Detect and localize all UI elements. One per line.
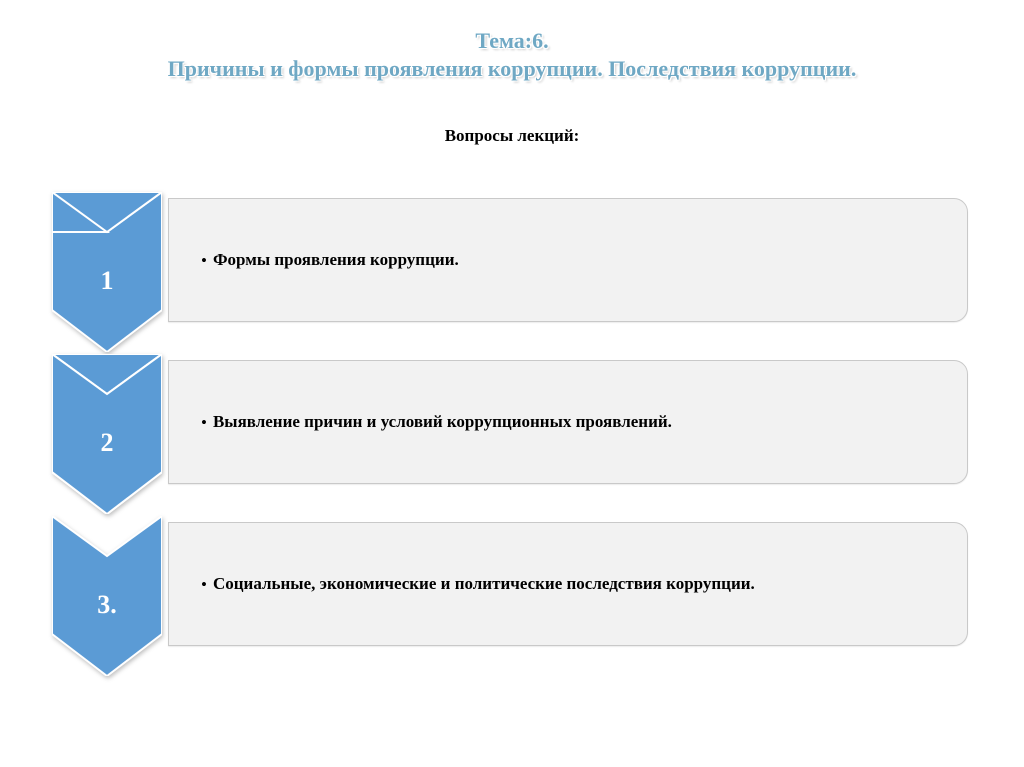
title-line-1: Тема:6.	[0, 28, 1024, 54]
content-box: • Социальные, экономические и политическ…	[168, 522, 968, 646]
bullet-icon: •	[201, 414, 207, 431]
subtitle: Вопросы лекций:	[0, 126, 1024, 146]
content-box: • Формы проявления коррупции.	[168, 198, 968, 322]
title-line-2: Причины и формы проявления коррупции. По…	[0, 56, 1024, 82]
bullet-icon: •	[201, 252, 207, 269]
bullet-icon: •	[201, 576, 207, 593]
content-text: Выявление причин и условий коррупционных…	[213, 412, 672, 432]
chevron-number: 3.	[52, 590, 162, 620]
content-text: Формы проявления коррупции.	[213, 250, 459, 270]
content-box: • Выявление причин и условий коррупционн…	[168, 360, 968, 484]
list-item: 2 • Выявление причин и условий коррупцио…	[52, 354, 972, 484]
content-text: Социальные, экономические и политические…	[213, 574, 755, 594]
chevron-number: 1	[52, 266, 162, 296]
lecture-questions-list: 1 • Формы проявления коррупции. 2 • Выяв…	[52, 192, 972, 678]
chevron-number: 2	[52, 428, 162, 458]
list-item: 3. • Социальные, экономические и политич…	[52, 516, 972, 646]
list-item: 1 • Формы проявления коррупции.	[52, 192, 972, 322]
slide-title: Тема:6. Причины и формы проявления корру…	[0, 0, 1024, 82]
